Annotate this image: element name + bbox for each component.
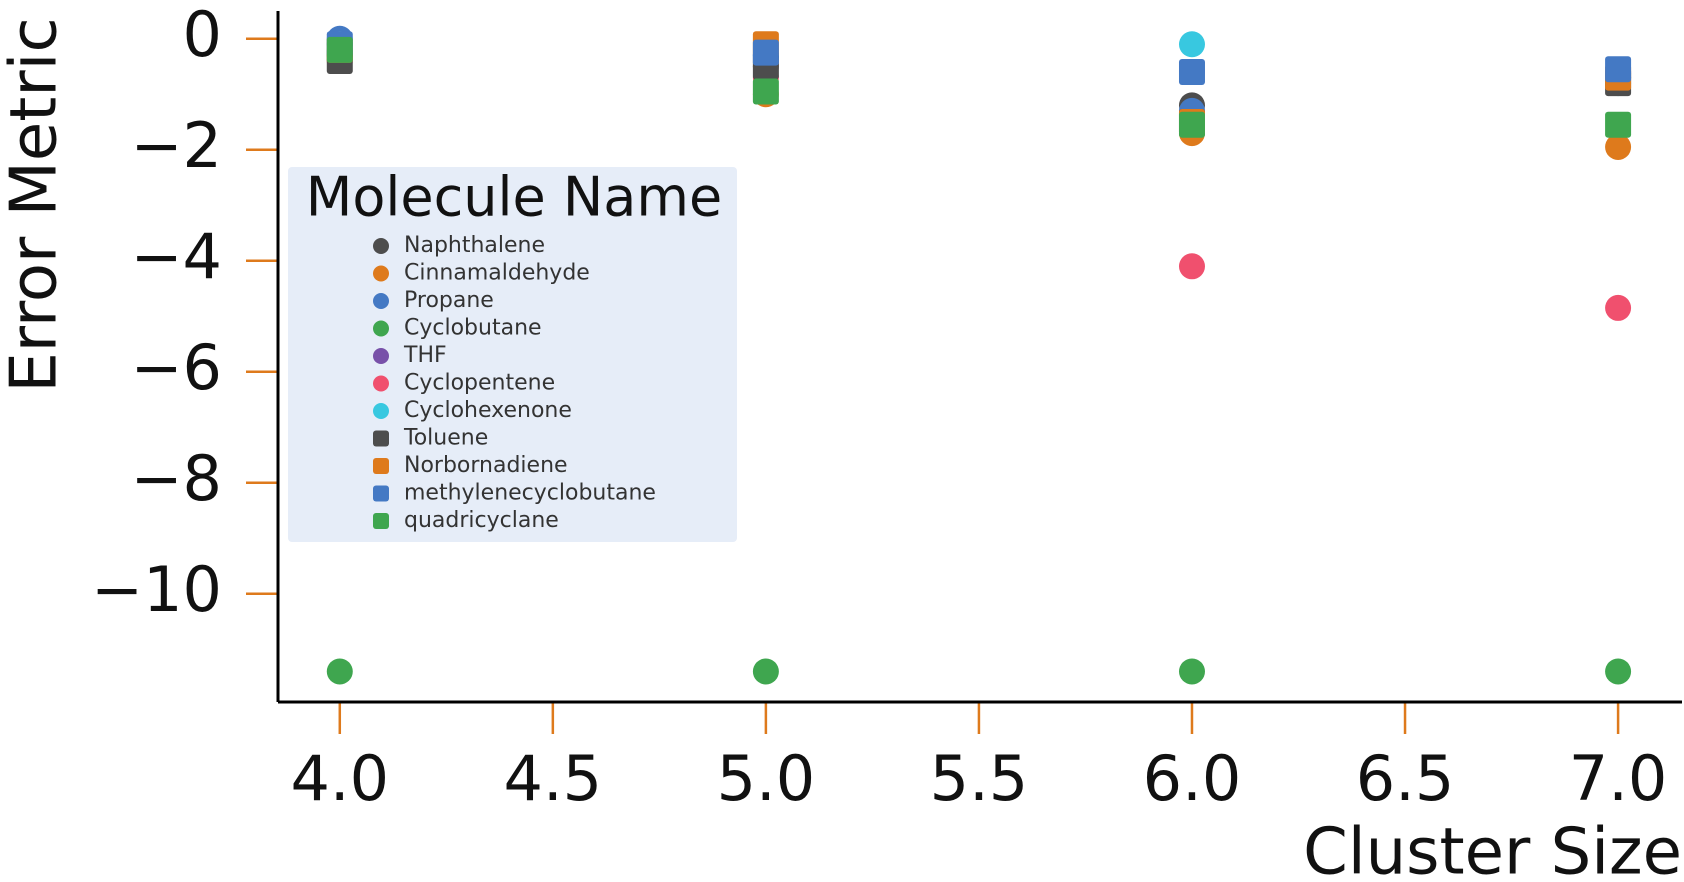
square-point [752, 78, 779, 105]
circle-point [373, 375, 389, 392]
circle-point [373, 265, 389, 282]
circle-point [1605, 294, 1632, 321]
x-tick-label: 7.0 [1569, 742, 1668, 815]
y-tick-label: 0 [183, 0, 222, 71]
square-point [326, 36, 353, 63]
x-tick-label: 4.5 [504, 742, 603, 815]
legend-label: Propane [404, 288, 494, 313]
circle-point [1605, 133, 1632, 160]
circle-point [373, 348, 389, 364]
circle-point [373, 320, 389, 337]
square-point [752, 39, 779, 66]
circle-point [1178, 253, 1205, 280]
square-point [1605, 111, 1632, 138]
legend-label: Cyclobutane [404, 316, 542, 341]
legend-title: Molecule Name [306, 166, 722, 229]
circle-point [1178, 658, 1205, 685]
legend-label: quadricyclane [404, 508, 559, 533]
circle-point [373, 238, 389, 254]
square-point [373, 458, 389, 474]
legend-label: Naphthalene [404, 233, 545, 258]
legend-label: Cyclohexenone [404, 398, 572, 423]
x-tick-label: 4.0 [290, 742, 389, 815]
x-tick-label: 6.5 [1356, 742, 1455, 815]
square-point [1605, 56, 1632, 83]
circle-point [1178, 31, 1205, 58]
legend-box [288, 167, 737, 542]
x-tick-label: 6.0 [1143, 742, 1242, 815]
square-point [1178, 59, 1205, 86]
x-tick-label: 5.0 [717, 742, 816, 815]
y-tick-label: −2 [131, 109, 222, 182]
legend-label: Cyclopentene [404, 371, 555, 396]
x-tick-label: 5.5 [930, 742, 1029, 815]
square-point [373, 430, 389, 447]
y-tick-label: −4 [131, 220, 222, 293]
square-point [373, 513, 389, 529]
legend-label: THF [403, 343, 447, 368]
y-tick-label: −8 [131, 442, 222, 515]
x-axis-label: Cluster Size [1303, 816, 1682, 882]
y-tick-label: −6 [131, 331, 222, 404]
legend-label: methylenecyclobutane [404, 481, 656, 506]
y-axis-label: Error Metric [0, 17, 72, 392]
circle-point [373, 403, 389, 419]
legend-label: Toluene [403, 426, 488, 451]
square-point [373, 485, 389, 502]
legend-label: Norbornadiene [404, 453, 568, 478]
y-tick-label: −10 [91, 553, 222, 626]
square-point [1178, 111, 1205, 138]
legend-label: Cinnamaldehyde [404, 261, 590, 286]
circle-point [752, 658, 779, 685]
circle-point [1605, 658, 1632, 685]
circle-point [326, 658, 353, 685]
circle-point [373, 293, 389, 309]
